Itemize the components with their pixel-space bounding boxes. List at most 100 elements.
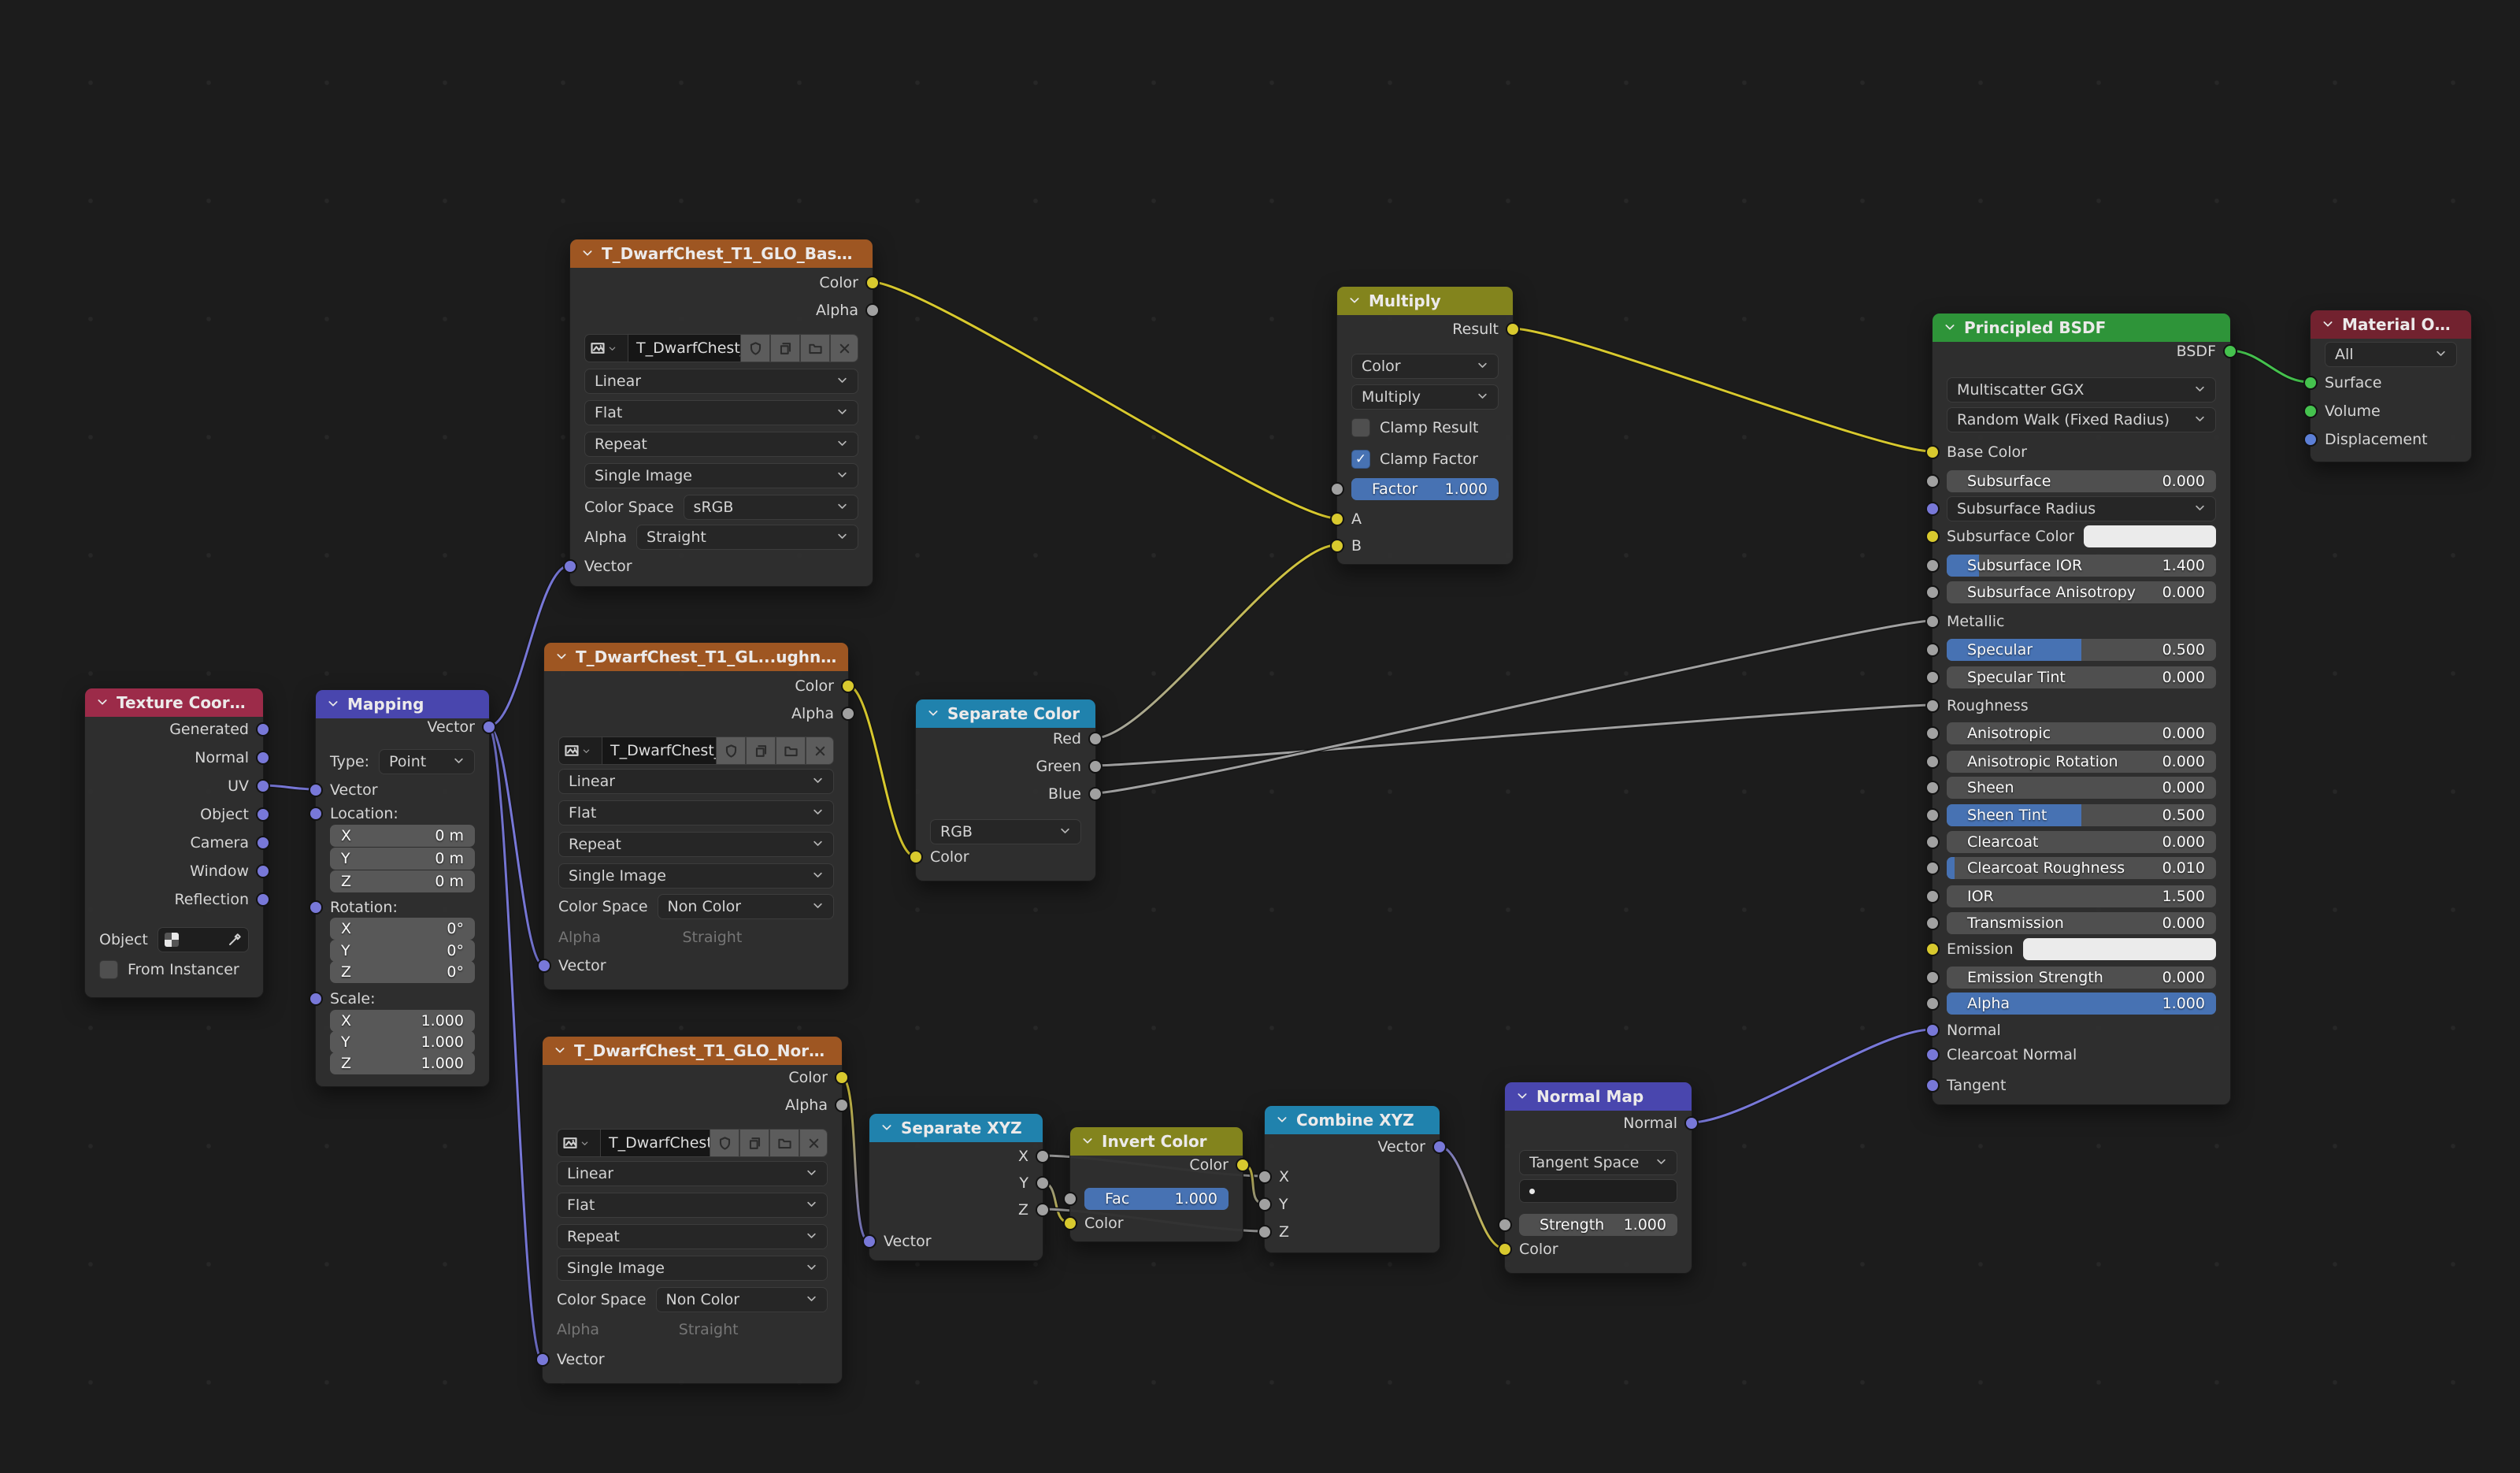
noodle[interactable] [840, 1075, 869, 1242]
reflection-socket[interactable] [256, 892, 270, 907]
repeat-dropdown[interactable]: Repeat [557, 1224, 828, 1249]
noodle[interactable] [487, 725, 543, 1360]
fake-user-button[interactable] [740, 334, 770, 362]
subsurface-anisotropy-socket[interactable] [1925, 585, 1940, 599]
node-separate-xyz[interactable]: Separate XYZ X Y Z Vector [862, 1113, 1050, 1261]
noodle[interactable] [1690, 1028, 1933, 1124]
window-socket[interactable] [256, 864, 270, 878]
vector-socket[interactable] [563, 559, 577, 573]
metallic-socket[interactable] [1925, 614, 1940, 629]
fac-slider[interactable]: Fac 1.000 [1084, 1188, 1228, 1210]
open-image-button[interactable] [800, 334, 830, 362]
noodle[interactable] [847, 684, 916, 858]
collapse-icon[interactable] [927, 704, 939, 723]
image-browse-button[interactable] [557, 1129, 601, 1157]
color-space-dropdown[interactable]: Non Color [657, 894, 834, 919]
ior-socket[interactable] [1925, 889, 1940, 903]
strength-slider[interactable]: Strength 1.000 [1519, 1214, 1677, 1236]
z-number-field[interactable]: Z 0 m [330, 870, 475, 892]
normal-socket[interactable] [1684, 1116, 1699, 1130]
node-image-texture-normal[interactable]: T_DwarfChest_T1_GLO_Normal.png Color Alpha… [536, 1036, 849, 1384]
emission-socket[interactable] [1925, 942, 1940, 956]
emission-strength-slider[interactable]: Emission Strength 0.000 [1947, 967, 2216, 989]
node-mix-multiply[interactable]: Multiply Result Color Multiply Clamp Result ✓… [1330, 286, 1520, 565]
green-socket[interactable] [1088, 759, 1102, 774]
subsurface-color-color-swatch[interactable] [2084, 525, 2216, 547]
open-image-button[interactable] [776, 736, 806, 765]
y-socket[interactable] [1036, 1176, 1050, 1190]
specular-slider[interactable]: Specular 0.500 [1947, 639, 2216, 661]
node-header[interactable]: Texture Coordinate [85, 688, 263, 717]
noodle[interactable] [1511, 327, 1933, 453]
roughness-socket[interactable] [1925, 699, 1940, 713]
random-walk-fixed-radius-dropdown[interactable]: Random Walk (Fixed Radius) [1947, 407, 2216, 432]
subsurface-radius-dropdown[interactable]: Subsurface Radius [1947, 496, 2216, 521]
rgb-dropdown[interactable]: RGB [930, 819, 1081, 844]
multiscatter-ggx-dropdown[interactable]: Multiscatter GGX [1947, 377, 2216, 403]
clearcoat-roughness-slider[interactable]: Clearcoat Roughness 0.010 [1947, 857, 2216, 879]
sheen-socket[interactable] [1925, 781, 1940, 795]
vector-socket[interactable] [537, 959, 551, 973]
vector-socket[interactable] [862, 1234, 876, 1249]
emission-color-swatch[interactable] [2022, 938, 2216, 960]
unlink-image-button[interactable] [799, 1129, 828, 1157]
factor-socket[interactable] [1330, 482, 1344, 496]
collapse-icon[interactable] [880, 1119, 893, 1137]
linear-dropdown[interactable]: Linear [557, 1161, 828, 1186]
color-space-dropdown[interactable]: sRGB [683, 495, 858, 520]
single-image-dropdown[interactable]: Single Image [558, 863, 834, 889]
location-socket[interactable] [309, 807, 323, 821]
transmission-socket[interactable] [1925, 916, 1940, 930]
subsurface-radius-socket[interactable] [1925, 502, 1940, 516]
collapse-icon[interactable] [1081, 1132, 1094, 1151]
transmission-slider[interactable]: Transmission 0.000 [1947, 912, 2216, 934]
generated-socket[interactable] [256, 722, 270, 736]
clearcoat-normal-socket[interactable] [1925, 1048, 1940, 1062]
color-socket[interactable] [835, 1070, 849, 1085]
color-socket[interactable] [841, 679, 855, 693]
x-number-field[interactable]: X 1.000 [330, 1010, 475, 1032]
node-material-output[interactable]: Material Output All Surface Volume Displacem… [2303, 310, 2472, 462]
subsurface-socket[interactable] [1925, 474, 1940, 488]
color-socket[interactable] [1236, 1158, 1250, 1172]
alpha-socket[interactable] [1925, 996, 1940, 1011]
unlink-image-button[interactable] [806, 736, 834, 765]
surface-socket[interactable] [2303, 376, 2318, 390]
copy-image-button[interactable] [746, 736, 776, 765]
collapse-icon[interactable] [327, 695, 339, 714]
specular-tint-slider[interactable]: Specular Tint 0.000 [1947, 666, 2216, 688]
sheen-tint-slider[interactable]: Sheen Tint 0.500 [1947, 804, 2216, 826]
bsdf-socket[interactable] [2223, 344, 2237, 358]
vector-socket[interactable] [536, 1352, 550, 1367]
displacement-socket[interactable] [2303, 432, 2318, 447]
node-principled-bsdf[interactable]: Principled BSDF BSDF Multiscatter GGX Rando… [1925, 313, 2237, 1105]
collapse-icon[interactable] [581, 244, 594, 263]
from-instancer-checkbox[interactable] [99, 960, 118, 979]
type-dropdown[interactable]: Point [379, 749, 475, 774]
color-socket[interactable] [865, 276, 880, 290]
b-socket[interactable] [1330, 539, 1344, 553]
image-browse-button[interactable] [558, 736, 602, 765]
subsurface-color-socket[interactable] [1925, 529, 1940, 544]
clamp-result-checkbox[interactable] [1351, 418, 1370, 437]
alpha-socket[interactable] [835, 1098, 849, 1112]
node-header[interactable]: Combine XYZ [1265, 1106, 1440, 1134]
x-socket[interactable] [1036, 1149, 1050, 1163]
linear-dropdown[interactable]: Linear [558, 769, 834, 794]
object-field[interactable] [157, 927, 249, 952]
color-socket[interactable] [1498, 1242, 1512, 1256]
object-socket[interactable] [256, 807, 270, 822]
node-mapping[interactable]: Mapping Vector Type: Point Vector Location: X 0… [309, 689, 496, 1087]
base-color-socket[interactable] [1925, 445, 1940, 459]
image-name-field[interactable]: T_DwarfChest_T1_... [602, 736, 716, 765]
rotation-socket[interactable] [309, 900, 323, 915]
node-invert-color[interactable]: Invert Color Color Fac 1.000 Color [1063, 1126, 1250, 1242]
subsurface-slider[interactable]: Subsurface 0.000 [1947, 470, 2216, 492]
node-separate-color[interactable]: Separate Color Red Green Blue RGB Color [909, 699, 1102, 881]
vector-socket[interactable] [1432, 1140, 1447, 1154]
red-socket[interactable] [1088, 732, 1102, 746]
single-image-dropdown[interactable]: Single Image [584, 463, 858, 488]
flat-dropdown[interactable]: Flat [557, 1193, 828, 1218]
